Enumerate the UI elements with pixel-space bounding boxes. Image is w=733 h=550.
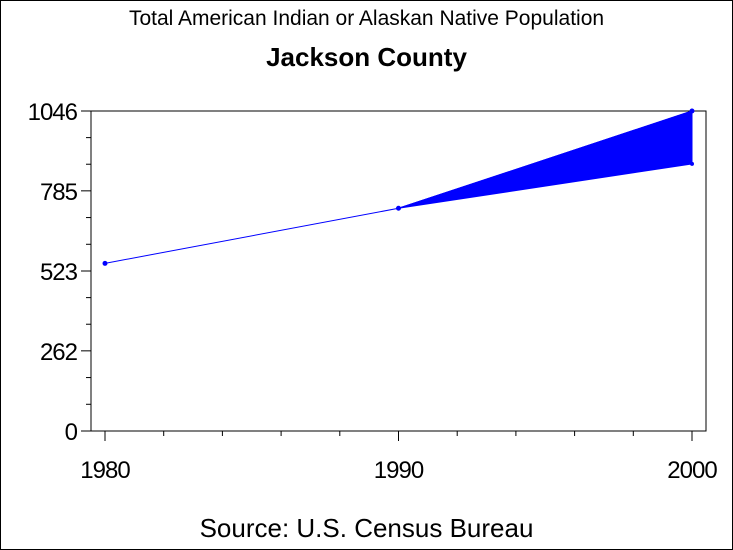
- y-tick-label: 785: [40, 179, 78, 206]
- minor-ticks: [86, 137, 634, 436]
- y-tick-label: 262: [40, 339, 78, 366]
- series-layer: [102, 108, 695, 266]
- chart-title: Total American Indian or Alaskan Native …: [128, 7, 605, 30]
- source-note: Source: U.S. Census Bureau: [199, 513, 534, 543]
- y-tick-label: 1046: [28, 99, 78, 126]
- y-axis: 0 262 523 785 1046: [28, 99, 91, 446]
- data-point: [102, 260, 108, 266]
- band-lower-point: [690, 161, 694, 166]
- chart-subtitle: Jackson County: [266, 42, 467, 72]
- series-line: [104, 110, 693, 264]
- x-axis: 1980 1990 2000: [80, 431, 718, 484]
- x-tick-label: 1990: [374, 457, 424, 484]
- x-tick-label: 2000: [667, 457, 717, 484]
- x-tick-label: 1980: [80, 457, 130, 484]
- y-tick-label: 523: [40, 259, 78, 286]
- data-point: [396, 205, 401, 211]
- data-point: [689, 108, 695, 114]
- y-tick-label: 0: [65, 419, 78, 446]
